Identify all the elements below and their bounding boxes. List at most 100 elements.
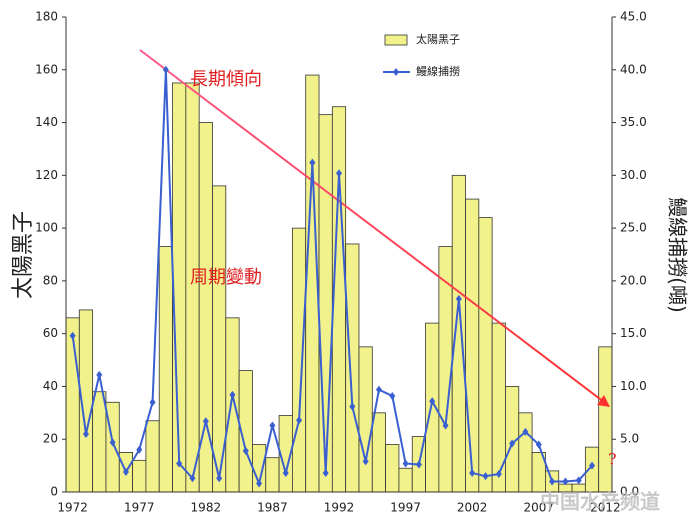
y-axis-title: 太陽黑子 — [11, 211, 36, 299]
line-marker — [96, 370, 103, 379]
y-tick-label: 100 — [35, 221, 58, 235]
x-tick-label: 1982 — [191, 501, 222, 515]
y-tick-label: 80 — [43, 273, 58, 287]
legend-marker — [393, 68, 399, 76]
bar — [478, 217, 493, 493]
bar — [65, 317, 80, 493]
line-marker — [136, 445, 143, 454]
bar — [385, 444, 400, 493]
line-marker — [415, 460, 422, 469]
y2-tick-label: 5.0 — [620, 432, 639, 446]
line-marker — [69, 331, 76, 340]
line-marker — [282, 469, 289, 477]
y-tick-label: 40 — [43, 379, 58, 393]
line-marker — [375, 385, 382, 394]
y2-tick-label: 40.0 — [620, 62, 647, 76]
bar — [358, 346, 373, 493]
annotation: 周期變動 — [190, 267, 262, 288]
line-marker — [189, 474, 196, 483]
bar — [225, 317, 240, 493]
y-tick-label: 160 — [35, 62, 58, 76]
bar — [265, 457, 280, 493]
legend-label: 太陽黑子 — [416, 33, 460, 46]
line-marker — [402, 459, 409, 468]
bar — [92, 391, 107, 493]
bar — [132, 459, 147, 493]
x-tick-label: 2007 — [523, 501, 554, 515]
legend-swatch — [384, 34, 408, 46]
trend-arrow — [139, 49, 605, 403]
watermark: 中国水产频道 — [540, 490, 660, 514]
bar — [158, 246, 173, 493]
annotation: ? — [608, 450, 617, 469]
line-marker — [549, 477, 556, 486]
line-marker — [349, 402, 356, 411]
y-tick-label: 60 — [43, 326, 58, 340]
y2-tick-label: 20.0 — [620, 273, 647, 287]
x-tick-label: 2002 — [457, 501, 488, 515]
x-tick-label: 1977 — [124, 501, 155, 515]
annotation: 長期傾向 — [190, 69, 262, 90]
x-tick-label: 1997 — [390, 501, 421, 515]
line-marker — [469, 469, 476, 477]
trend-arrow-head — [597, 395, 610, 407]
y2-tick-label: 10.0 — [620, 379, 647, 393]
y-tick-label: 0 — [50, 485, 58, 499]
x-tick-label: 2012 — [590, 501, 621, 515]
line-marker — [109, 438, 116, 447]
bar — [198, 122, 213, 493]
line-marker — [535, 440, 542, 449]
y2-tick-label: 0.0 — [620, 485, 639, 499]
line-marker — [455, 294, 462, 303]
y2-tick-label: 15.0 — [620, 326, 647, 340]
bar — [145, 420, 160, 493]
y2-tick-label: 35.0 — [620, 115, 647, 129]
y2-axis-title: 鰻線捕撈(噸) — [666, 197, 690, 313]
line-marker — [389, 391, 396, 400]
line-marker — [522, 427, 529, 436]
line-marker — [256, 479, 263, 488]
line-marker — [322, 469, 329, 477]
bar — [518, 412, 533, 493]
y2-tick-label: 30.0 — [620, 168, 647, 182]
bar — [398, 467, 413, 493]
legend-label: 鰻線捕撈 — [416, 64, 460, 78]
bar — [291, 227, 307, 493]
line-marker — [575, 476, 582, 485]
y-tick-label: 120 — [35, 168, 58, 182]
line-marker — [176, 459, 183, 468]
line-marker — [149, 398, 156, 407]
bar — [172, 82, 187, 493]
line-marker — [296, 416, 303, 425]
line-marker — [482, 472, 489, 481]
line-marker — [229, 390, 236, 399]
bar — [491, 322, 506, 493]
line-marker — [162, 65, 169, 74]
bar — [318, 114, 333, 493]
line-marker — [202, 417, 209, 426]
y-tick-label: 140 — [35, 115, 58, 129]
bar — [598, 346, 613, 493]
line-marker — [336, 169, 342, 178]
line-marker — [495, 470, 502, 479]
y-tick-label: 20 — [43, 432, 58, 446]
x-tick-label: 1972 — [57, 501, 88, 515]
y-tick-label: 180 — [35, 10, 58, 24]
bar — [425, 322, 440, 493]
line-marker — [309, 158, 316, 167]
line — [71, 69, 593, 487]
y2-tick-label: 25.0 — [620, 221, 647, 235]
line-marker — [216, 474, 223, 483]
bar — [438, 246, 453, 493]
line-marker — [442, 421, 449, 430]
x-tick-label: 1987 — [257, 501, 288, 515]
line-marker — [509, 439, 516, 448]
line-marker — [269, 421, 276, 430]
line-marker — [122, 467, 129, 476]
line-marker — [242, 446, 249, 455]
bar — [465, 198, 480, 493]
line-marker — [429, 397, 436, 406]
line-marker — [589, 461, 596, 470]
bar — [371, 412, 387, 493]
line-marker — [362, 457, 369, 466]
